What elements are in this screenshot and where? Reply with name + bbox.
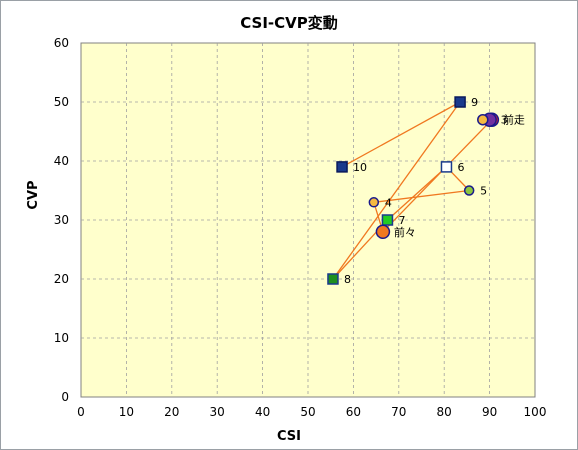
- path-segment: [332, 101, 461, 280]
- point-label: 前走: [503, 113, 525, 127]
- data-point-circle: [375, 224, 391, 240]
- path-segment: [341, 101, 461, 168]
- x-tick-label: 60: [346, 405, 361, 419]
- chart-title: CSI-CVP変動: [240, 14, 338, 32]
- data-point-square: [327, 273, 339, 285]
- point-label: 前々: [394, 225, 416, 239]
- point-label: 6: [457, 161, 464, 174]
- y-tick-label: 20: [54, 272, 69, 286]
- x-tick-label: 0: [77, 405, 85, 419]
- y-tick-label: 50: [54, 95, 69, 109]
- data-point-circle: [463, 185, 475, 196]
- x-tick-label: 10: [119, 405, 134, 419]
- point-label: 4: [385, 196, 392, 209]
- x-tick-label: 100: [524, 405, 547, 419]
- data-point-square: [440, 161, 453, 173]
- x-tick-label: 20: [164, 405, 179, 419]
- data-point-circle: [477, 113, 489, 126]
- y-tick-label: 10: [54, 331, 69, 345]
- y-tick-label: 0: [61, 390, 69, 404]
- data-point-square: [454, 96, 466, 108]
- point-label: 8: [344, 273, 351, 286]
- x-tick-label: 70: [391, 405, 406, 419]
- point-label: 9: [471, 96, 478, 109]
- y-tick-label: 60: [54, 36, 69, 50]
- data-point-square: [336, 161, 348, 173]
- data-point-square: [381, 214, 394, 226]
- x-axis-label: CSI: [277, 429, 301, 444]
- data-markers: [327, 96, 500, 285]
- y-axis-label: CVP: [26, 180, 41, 209]
- y-tick-label: 40: [54, 154, 69, 168]
- point-label: 10: [353, 161, 367, 174]
- point-label: 5: [480, 185, 487, 198]
- path-segment: [382, 119, 493, 233]
- x-tick-label: 40: [255, 405, 270, 419]
- point-label: 7: [398, 214, 405, 227]
- axes: 0 10 20 30 40 50 60 70 80 90 100 0 10 20 30 40 50 60: [54, 36, 547, 419]
- x-tick-label: 80: [437, 405, 452, 419]
- x-tick-label: 30: [210, 405, 225, 419]
- point-label: 3: [501, 114, 508, 127]
- x-tick-label: 90: [482, 405, 497, 419]
- path-segment: [373, 189, 470, 203]
- y-tick-label: 30: [54, 213, 69, 227]
- data-point-circle: [368, 197, 380, 208]
- x-tick-label: 50: [300, 405, 315, 419]
